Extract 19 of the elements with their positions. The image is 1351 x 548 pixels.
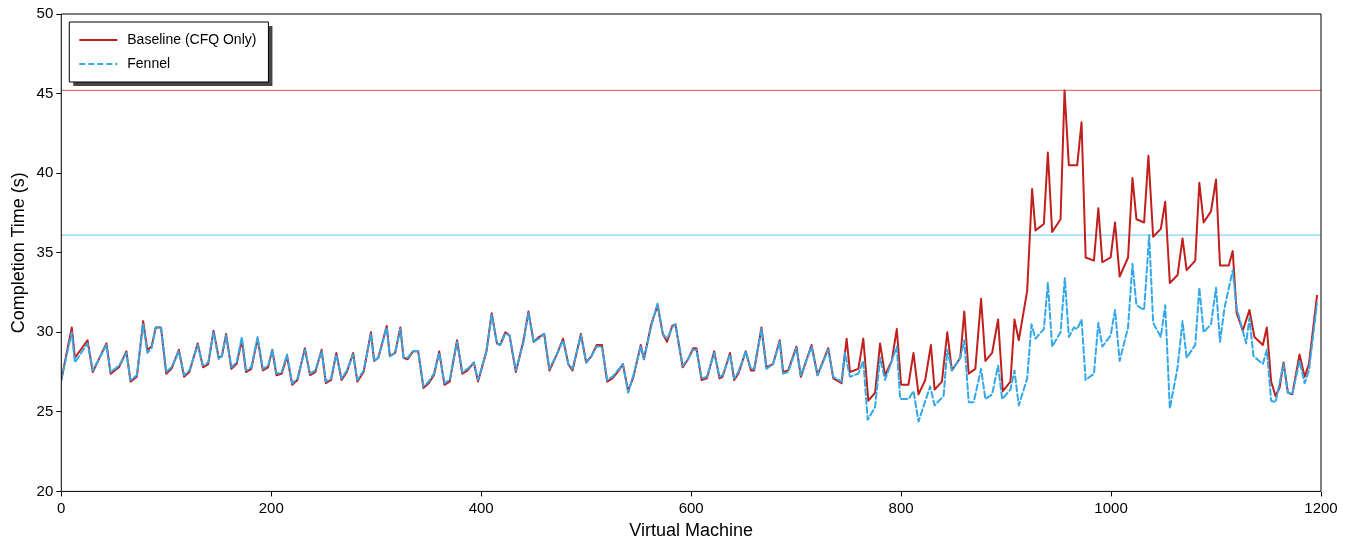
y-tick-label: 30 <box>36 322 54 340</box>
y-axis-title: Completion Time (s) <box>7 172 28 334</box>
x-tick-label: 800 <box>888 498 914 516</box>
y-tick-label: 40 <box>36 163 54 181</box>
y-tick-label: 20 <box>36 481 54 499</box>
line-series <box>61 234 1319 423</box>
x-tick-label: 600 <box>678 498 704 516</box>
x-tick-label: 1000 <box>1094 498 1128 516</box>
x-tick-label: 200 <box>258 498 284 516</box>
legend-label: Baseline (CFQ Only) <box>127 30 257 47</box>
y-tick-label: 50 <box>36 4 54 22</box>
x-tick-label: 1200 <box>1304 498 1338 516</box>
y-tick-label: 45 <box>36 83 54 101</box>
y-tick-label: 35 <box>36 242 54 260</box>
x-axis-title: Virtual Machine <box>629 520 754 541</box>
legend-label: Fennel <box>127 54 171 71</box>
y-tick-label: 25 <box>36 401 54 419</box>
x-tick-label: 0 <box>57 498 66 516</box>
x-tick-label: 400 <box>468 498 494 516</box>
